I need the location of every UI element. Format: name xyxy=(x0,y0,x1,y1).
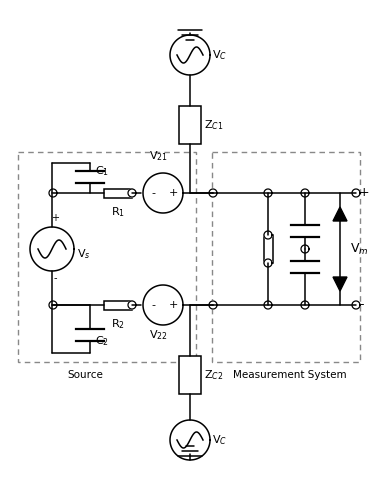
Text: V$_{21}$: V$_{21}$ xyxy=(149,149,168,163)
Polygon shape xyxy=(209,189,217,197)
Text: C$_1$: C$_1$ xyxy=(95,164,109,178)
Text: V$_C$: V$_C$ xyxy=(212,433,227,447)
Polygon shape xyxy=(264,231,272,239)
Polygon shape xyxy=(301,245,309,253)
Bar xyxy=(104,300,132,309)
Bar xyxy=(179,356,201,394)
Bar xyxy=(263,235,272,263)
Polygon shape xyxy=(49,189,57,197)
Text: +: + xyxy=(359,186,370,199)
Polygon shape xyxy=(128,301,136,309)
Text: Source: Source xyxy=(67,370,103,380)
Polygon shape xyxy=(49,301,57,309)
Text: C$_2$: C$_2$ xyxy=(95,334,109,348)
Polygon shape xyxy=(301,189,309,197)
Text: -: - xyxy=(151,300,155,310)
Text: -: - xyxy=(151,188,155,198)
Polygon shape xyxy=(333,277,347,291)
Bar xyxy=(212,152,360,362)
Polygon shape xyxy=(333,207,347,221)
Text: Measurement System: Measurement System xyxy=(233,370,347,380)
Text: V$_C$: V$_C$ xyxy=(212,48,227,62)
Text: -: - xyxy=(53,273,57,283)
Text: -: - xyxy=(359,298,364,311)
Polygon shape xyxy=(264,259,272,267)
Text: R$_1$: R$_1$ xyxy=(111,205,125,219)
Polygon shape xyxy=(264,301,272,309)
Polygon shape xyxy=(264,189,272,197)
Text: +: + xyxy=(51,213,59,223)
Bar xyxy=(179,106,201,144)
Text: Z$_{C2}$: Z$_{C2}$ xyxy=(204,368,223,382)
Text: Z$_{C1}$: Z$_{C1}$ xyxy=(204,118,223,132)
Polygon shape xyxy=(352,301,360,309)
Polygon shape xyxy=(352,189,360,197)
Text: V$_{22}$: V$_{22}$ xyxy=(149,328,168,342)
Text: V$_s$: V$_s$ xyxy=(77,247,90,261)
Polygon shape xyxy=(209,301,217,309)
Polygon shape xyxy=(301,301,309,309)
Text: +: + xyxy=(168,300,178,310)
Text: V$_m$: V$_m$ xyxy=(350,241,369,257)
Bar xyxy=(18,152,196,362)
Bar xyxy=(104,189,132,197)
Text: R$_2$: R$_2$ xyxy=(111,317,125,331)
Polygon shape xyxy=(128,189,136,197)
Text: +: + xyxy=(168,188,178,198)
